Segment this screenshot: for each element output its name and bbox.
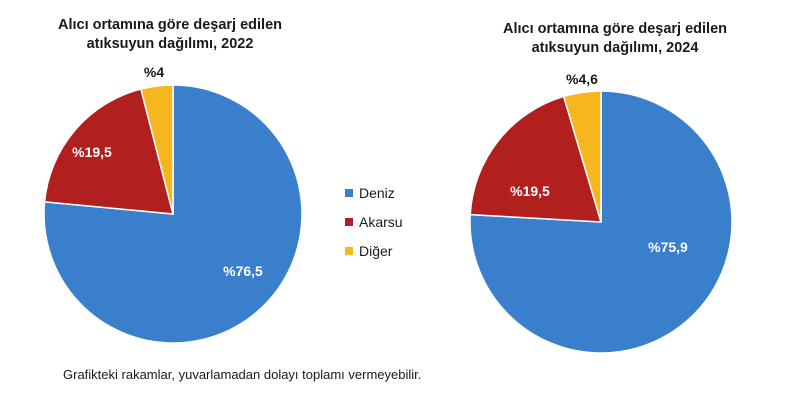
footnote: Grafikteki rakamlar, yuvarlamadan dolayı… — [63, 367, 422, 382]
legend-swatch-diger — [345, 246, 353, 255]
legend-item-akarsu: Akarsu — [345, 212, 403, 231]
pie-2022-label-deniz: %76,5 — [223, 263, 263, 279]
pie-2024-slice-diğer — [562, 90, 602, 223]
pie-2024-slice-akarsu — [469, 95, 603, 223]
pie-2022-label-akarsu: %19,5 — [72, 144, 112, 160]
legend-item-diger: Diğer — [345, 241, 403, 260]
legend-swatch-deniz — [345, 188, 353, 197]
pie-2022-slice-diğer — [140, 84, 174, 215]
pie-2024-label-diğer: %4,6 — [566, 71, 598, 87]
chart-title-2024: Alıcı ortamına göre deşarj edilen atıksu… — [502, 21, 727, 56]
legend-swatch-akarsu — [345, 217, 353, 226]
pie-2022-slice-akarsu — [43, 88, 174, 215]
pie-2022-slice-deniz — [43, 84, 303, 344]
legend-label-deniz: Deniz — [359, 184, 395, 201]
pie-2024-slice-deniz — [469, 90, 733, 354]
pie-2024-label-deniz: %75,9 — [648, 239, 688, 255]
legend-label-diger: Diğer — [359, 242, 393, 259]
pie-2024-label-akarsu: %19,5 — [510, 183, 550, 199]
pie-2022-label-diğer: %4 — [144, 64, 164, 80]
legend-item-deniz: Deniz — [345, 183, 403, 202]
legend-label-akarsu: Akarsu — [359, 213, 403, 230]
legend: Deniz Akarsu Diğer — [345, 183, 403, 270]
chart-title-2022: Alıcı ortamına göre deşarj edilen atıksu… — [57, 17, 282, 52]
